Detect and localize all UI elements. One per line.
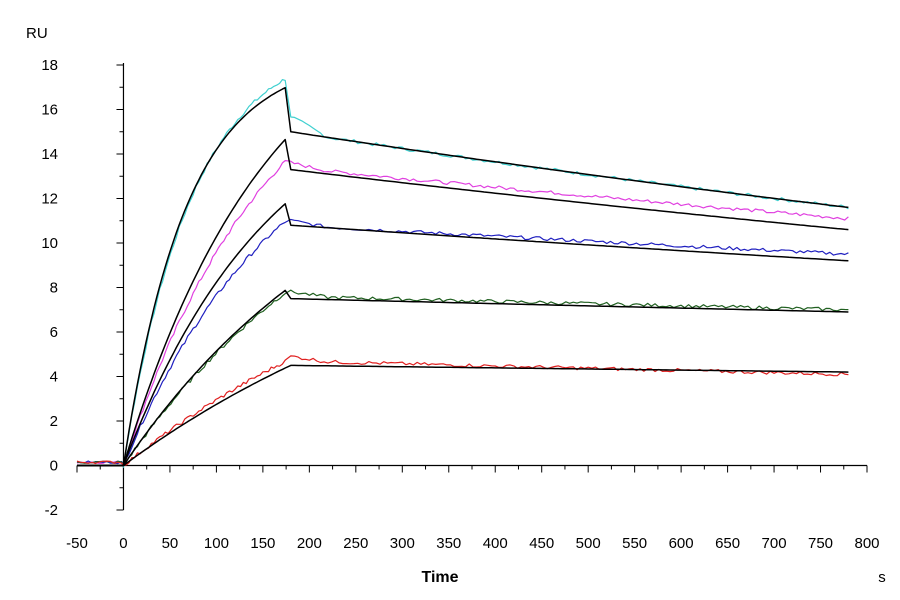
x-tick-label: 650 <box>715 535 740 552</box>
response-curve-1 <box>76 79 849 468</box>
x-tick-label: 550 <box>622 535 647 552</box>
fit-curve-5 <box>77 364 849 467</box>
x-axis: -50 0 50 100 150 200 250 300 350 400 450 500 550 600 6… <box>66 464 880 552</box>
y-tick-label: 10 <box>41 235 58 252</box>
y-tick-label: -2 <box>45 502 58 519</box>
y-tick-label: 6 <box>50 324 58 341</box>
fit-curve-4 <box>77 289 849 467</box>
fit-curves <box>77 86 849 467</box>
x-tick-label: 700 <box>762 535 787 552</box>
x-tick-label: 750 <box>808 535 833 552</box>
x-tick-label: 200 <box>297 535 322 552</box>
x-axis-title: Time <box>421 569 458 586</box>
x-axis-unit: s <box>878 569 886 586</box>
response-curve-2 <box>76 160 849 467</box>
y-tick-label: 2 <box>50 413 58 430</box>
x-tick-label: 350 <box>436 535 461 552</box>
x-tick-label: -50 <box>66 535 88 552</box>
x-tick-label: 800 <box>854 535 879 552</box>
x-tick-label: 100 <box>204 535 229 552</box>
y-axis-unit: RU <box>26 25 48 42</box>
y-tick-label: 12 <box>41 191 58 208</box>
fit-curve-1 <box>77 86 849 467</box>
y-axis: -2 0 2 4 6 8 10 12 14 16 18 <box>41 57 125 519</box>
x-tick-label: 500 <box>576 535 601 552</box>
x-tick-label: 300 <box>390 535 415 552</box>
y-tick-label: 18 <box>41 57 58 74</box>
response-curve-5 <box>76 355 849 466</box>
x-tick-label: 50 <box>162 535 179 552</box>
y-tick-label: 16 <box>41 102 58 119</box>
x-tick-label: 250 <box>343 535 368 552</box>
fit-curve-3 <box>77 203 849 467</box>
y-tick-label: 14 <box>41 146 58 163</box>
x-tick-label: 600 <box>669 535 694 552</box>
y-tick-label: 4 <box>50 369 58 386</box>
response-curve-3 <box>76 218 849 465</box>
response-curve-4 <box>76 289 849 465</box>
y-tick-label: 8 <box>50 280 58 297</box>
x-tick-label: 0 <box>119 535 127 552</box>
y-tick-label: 0 <box>50 458 58 475</box>
data-curves <box>76 79 849 468</box>
x-tick-label: 450 <box>529 535 554 552</box>
x-tick-label: 150 <box>250 535 275 552</box>
x-tick-label: 400 <box>483 535 508 552</box>
fit-curve-2 <box>77 138 849 467</box>
